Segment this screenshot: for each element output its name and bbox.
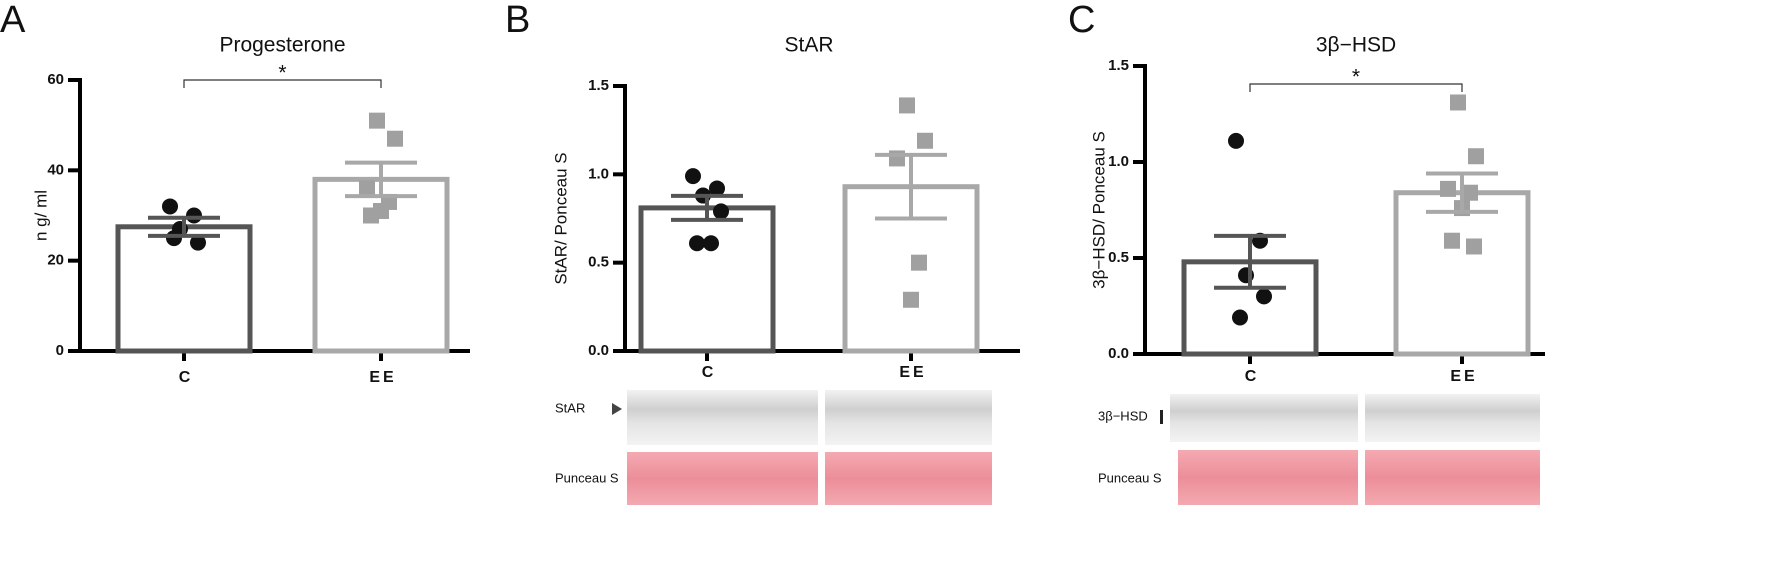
significance-bracket xyxy=(1249,83,1463,92)
data-point xyxy=(1232,309,1248,326)
x-tick-label: C xyxy=(1245,368,1260,385)
blots-c xyxy=(1160,394,1540,505)
panel-letter: B xyxy=(505,0,530,41)
y-axis-label: StAR/ Ponceau S xyxy=(551,152,570,284)
data-point xyxy=(1466,238,1482,255)
significance-label: * xyxy=(278,62,286,85)
y-axis-label: n g/ ml xyxy=(31,190,50,241)
y-tick-label: 20 xyxy=(47,252,64,269)
data-point xyxy=(369,112,385,129)
y-tick-label: 1.0 xyxy=(588,165,609,182)
chart-title: 3β−HSD xyxy=(1316,34,1396,57)
data-point xyxy=(689,235,705,252)
data-point xyxy=(911,254,927,271)
data-point xyxy=(703,235,719,252)
blot-label: Punceau S xyxy=(555,470,619,485)
y-tick-label: 0.5 xyxy=(1108,249,1129,266)
significance-label: * xyxy=(1352,66,1360,89)
x-tick-label: EE xyxy=(369,369,396,386)
y-tick-label: 1.5 xyxy=(588,77,609,94)
data-point xyxy=(1444,232,1460,249)
panel-letter: C xyxy=(1068,0,1095,41)
y-tick-label: 0.0 xyxy=(1108,345,1129,362)
data-point xyxy=(162,198,178,215)
bar xyxy=(115,224,253,354)
data-point xyxy=(889,150,905,167)
chart-title: StAR xyxy=(784,34,833,57)
panel-letter: A xyxy=(0,0,26,41)
data-point xyxy=(1256,288,1272,305)
data-point xyxy=(1468,148,1484,165)
data-point xyxy=(903,291,919,308)
blot-label: StAR xyxy=(555,400,585,415)
blots-b xyxy=(612,390,992,505)
y-tick-label: 0 xyxy=(56,342,64,359)
y-tick-label: 0.0 xyxy=(588,342,609,359)
data-point xyxy=(1462,184,1478,201)
x-tick-label: C xyxy=(179,369,194,386)
data-point xyxy=(186,207,202,224)
data-point xyxy=(917,132,933,149)
y-tick-label: 0.5 xyxy=(588,254,609,271)
data-point xyxy=(387,130,403,147)
x-tick-label: C xyxy=(702,364,717,381)
data-point xyxy=(363,207,379,224)
data-point xyxy=(899,97,915,114)
y-tick-label: 60 xyxy=(47,71,64,88)
significance-bracket xyxy=(183,79,382,88)
y-axis-label: 3β−HSD/ Ponceau S xyxy=(1089,131,1108,289)
data-point xyxy=(685,168,701,185)
x-tick-label: EE xyxy=(1450,368,1477,385)
chart-title: Progesterone xyxy=(219,34,345,57)
blot-label: Punceau S xyxy=(1098,470,1162,485)
data-point xyxy=(1440,180,1456,197)
data-point xyxy=(359,180,375,197)
x-tick-label: EE xyxy=(899,364,926,381)
y-tick-label: 1.0 xyxy=(1108,153,1129,170)
y-tick-label: 40 xyxy=(47,161,64,178)
data-point xyxy=(190,234,206,251)
data-point xyxy=(166,230,182,247)
bar xyxy=(1393,190,1531,357)
data-point xyxy=(1228,132,1244,149)
blot-label: 3β−HSD xyxy=(1098,408,1148,423)
bar xyxy=(638,205,776,354)
data-point xyxy=(1450,94,1466,111)
data-point xyxy=(713,203,729,220)
y-tick-label: 1.5 xyxy=(1108,57,1129,74)
data-point xyxy=(709,180,725,197)
